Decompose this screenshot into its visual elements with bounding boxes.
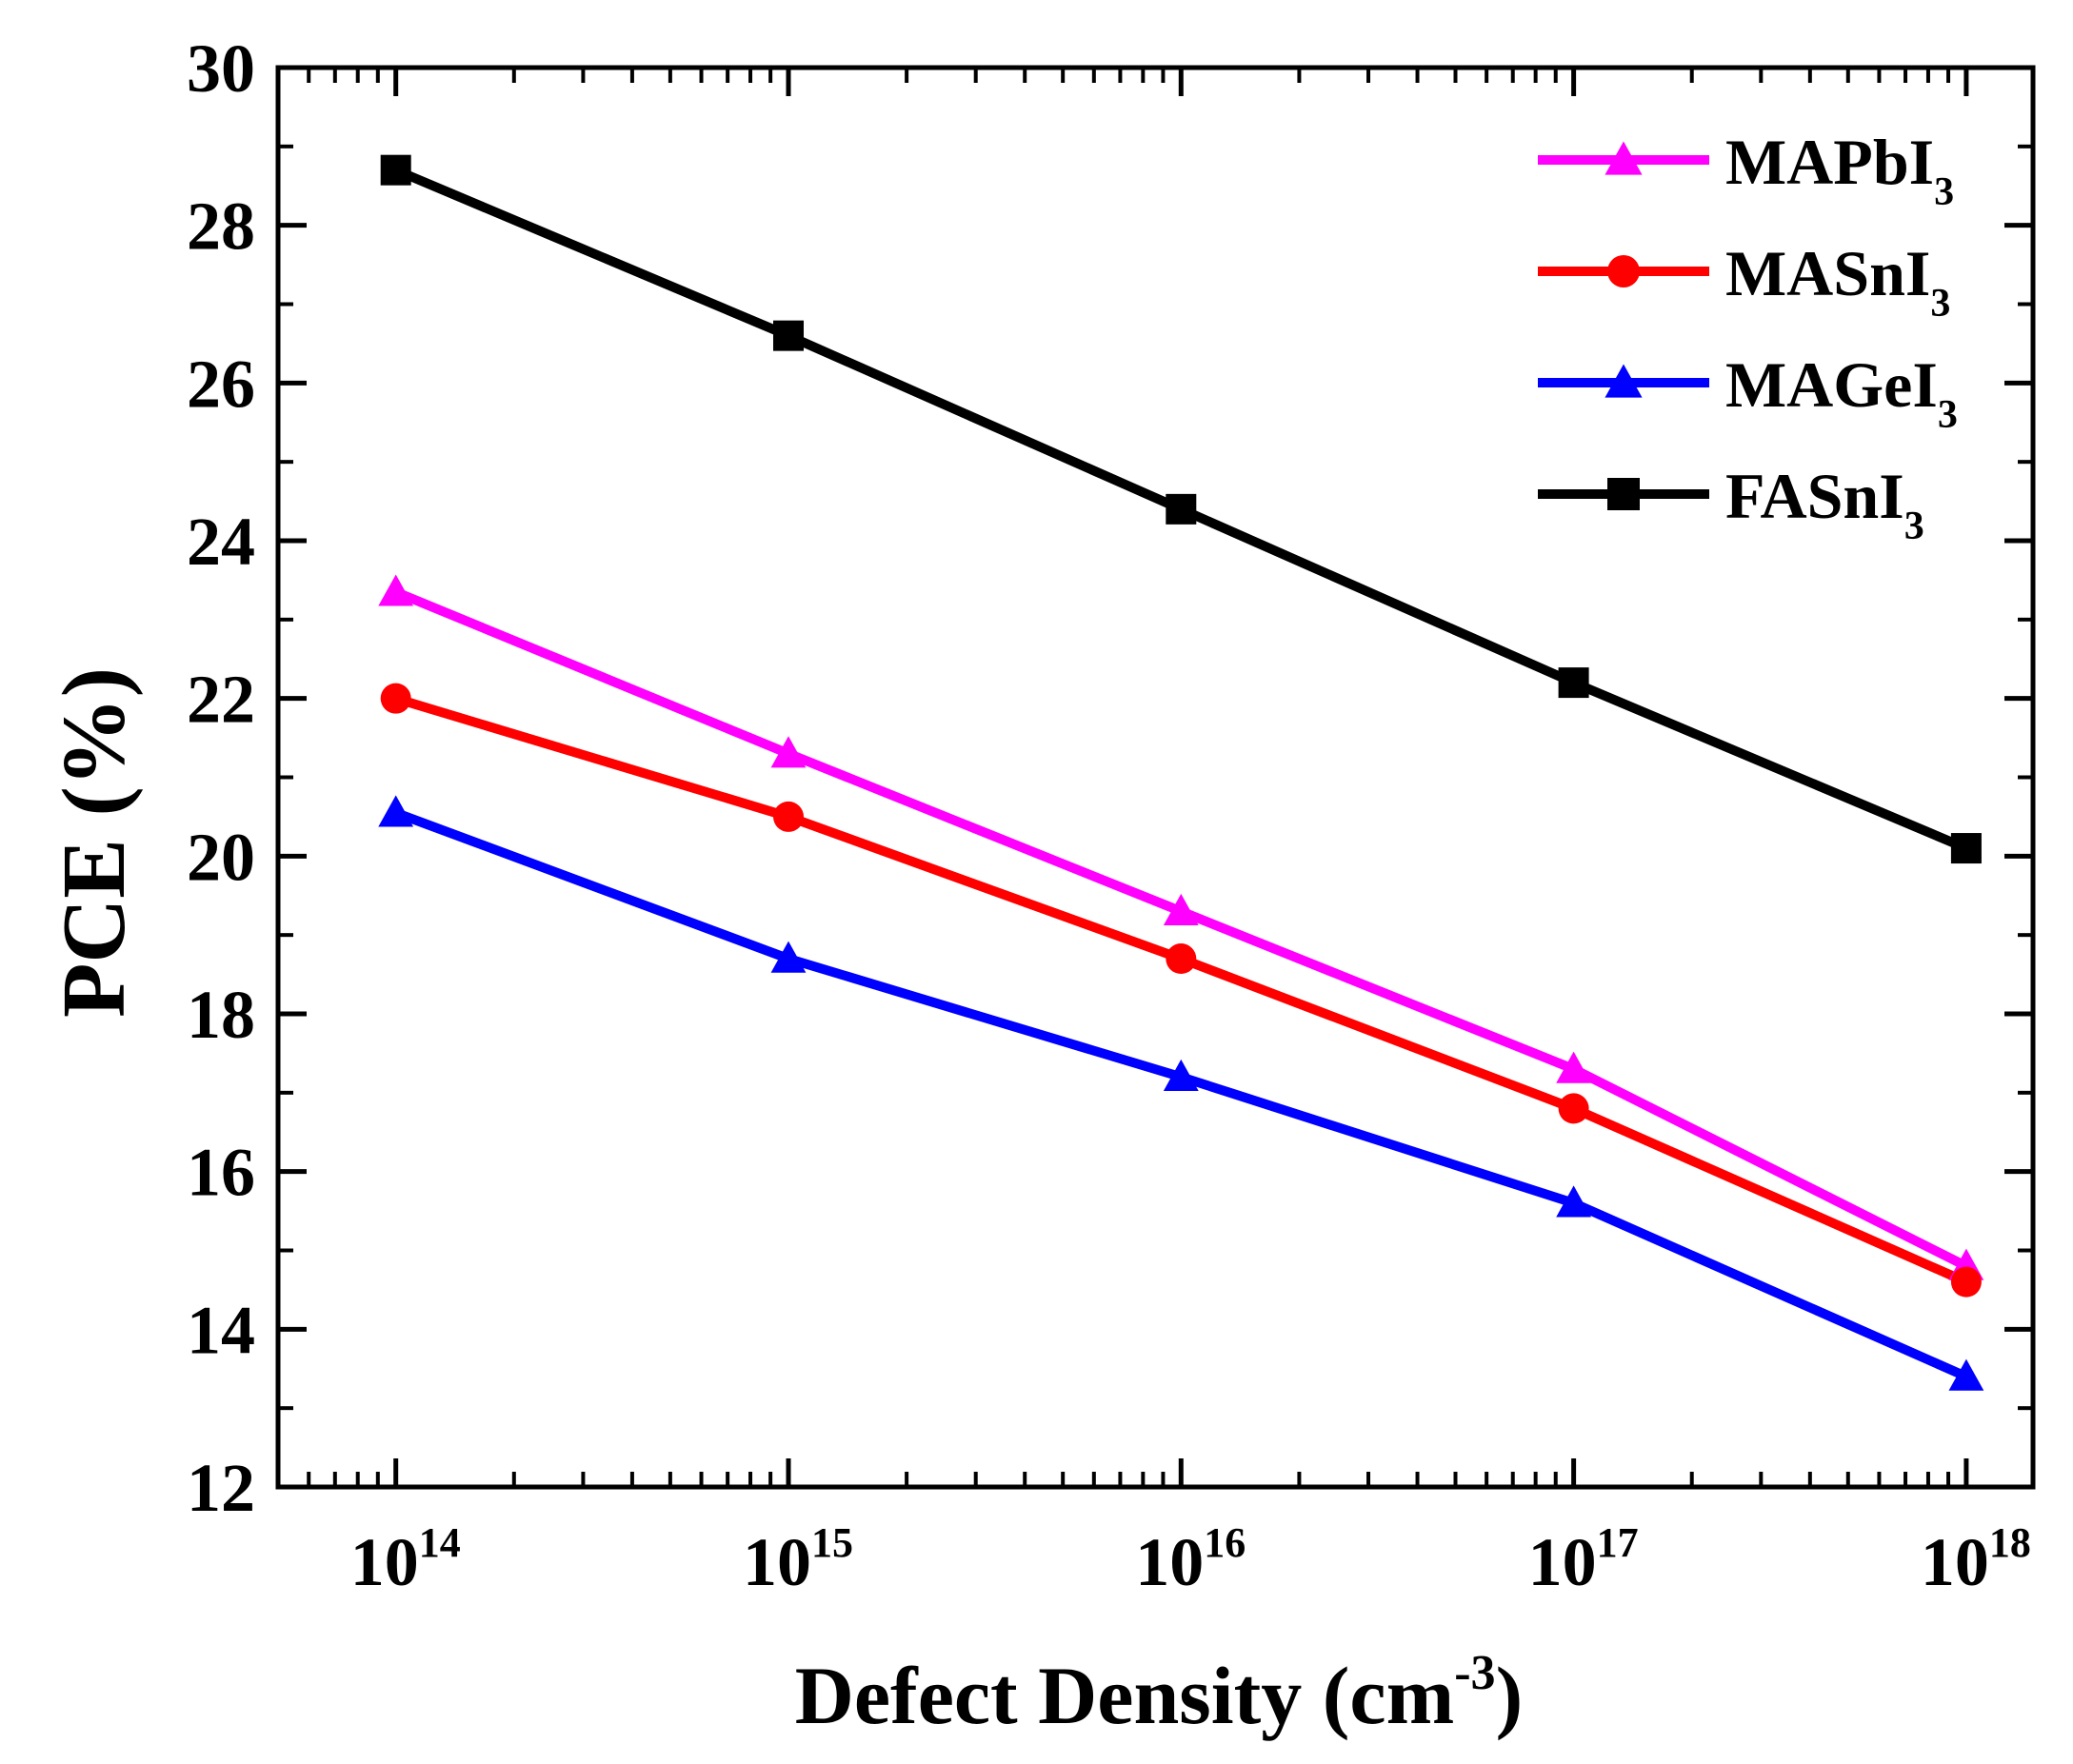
x-tick-base: 10	[1921, 1524, 1989, 1600]
x-axis-title-tail: )	[1496, 1650, 1524, 1741]
y-tick-label: 20	[187, 819, 255, 895]
series-point-3	[772, 320, 804, 351]
legend-label: FASnI3	[1725, 460, 1924, 548]
x-tick-exp: 15	[811, 1519, 853, 1566]
legend-label: MAPbI3	[1725, 126, 1954, 214]
x-tick-label: 1016	[1135, 1519, 1246, 1600]
legend-swatch-marker	[1607, 255, 1640, 287]
x-axis-title-main: Defect Density (cm	[795, 1650, 1454, 1741]
series-point-1	[1950, 1266, 1982, 1298]
series-point-1	[380, 683, 411, 714]
x-tick-base: 10	[350, 1524, 419, 1600]
series-point-3	[380, 154, 411, 186]
x-tick-exp: 14	[419, 1519, 461, 1566]
legend-label: MASnI3	[1725, 237, 1950, 326]
series-point-3	[1950, 833, 1982, 864]
series-point-1	[772, 801, 804, 832]
x-tick-label: 1015	[743, 1519, 853, 1600]
y-tick-label: 14	[187, 1292, 255, 1368]
x-axis-title: Defect Density (cm-3)	[795, 1646, 1523, 1741]
y-tick-label: 26	[187, 346, 255, 422]
legend-label-sub: 3	[1930, 282, 1950, 326]
series-point-2	[1556, 1185, 1592, 1218]
y-axis-title: PCE (%)	[45, 667, 144, 1018]
y-tick-label: 22	[187, 662, 255, 738]
x-tick-exp: 18	[1989, 1519, 2031, 1566]
series-point-2	[1948, 1358, 1984, 1391]
legend-label-name: MASnI	[1725, 237, 1930, 309]
series-point-3	[1558, 667, 1589, 699]
y-tick-label: 28	[187, 188, 255, 265]
series-line-1	[394, 693, 1968, 1287]
series-point-1	[1166, 943, 1197, 975]
y-tick-label: 16	[187, 1135, 255, 1211]
x-tick-label: 1018	[1921, 1519, 2031, 1600]
legend-label: MAGeI3	[1725, 348, 1958, 437]
y-tick-label: 30	[187, 30, 255, 107]
plot-frame	[275, 65, 2036, 1490]
x-axis-title-sup: -3	[1454, 1646, 1495, 1700]
series-point-0	[770, 736, 807, 768]
series-point-0	[378, 574, 414, 606]
x-tick-labels: 1014 1015 1016 1017 1018	[350, 1519, 2031, 1600]
legend-label-name: FASnI	[1725, 460, 1904, 532]
legend-swatch-marker	[1605, 364, 1643, 398]
series-point-3	[1166, 493, 1197, 525]
x-tick-exp: 16	[1204, 1519, 1246, 1566]
x-tick-base: 10	[1135, 1524, 1204, 1600]
y-tick-labels: 12 14 16 18 20 22 24 26 28 30	[187, 30, 255, 1526]
x-tick-exp: 17	[1597, 1519, 1639, 1566]
legend-label-sub: 3	[1934, 170, 1954, 214]
x-tick-base: 10	[1528, 1524, 1597, 1600]
y-tick-label: 12	[187, 1450, 255, 1526]
series-point-2	[378, 795, 414, 827]
series-line-0	[393, 587, 1969, 1271]
legend-label-sub: 3	[1938, 393, 1958, 437]
x-tick-label: 1014	[350, 1519, 461, 1600]
series-point-1	[1558, 1093, 1589, 1124]
series-point-0	[1163, 893, 1199, 926]
legend-swatch-marker	[1605, 141, 1643, 175]
x-tick-label: 1017	[1528, 1519, 1639, 1600]
series-point-2	[770, 941, 807, 973]
series-markers	[378, 154, 1984, 1391]
legend-swatch-marker	[1607, 478, 1640, 510]
y-tick-label: 18	[187, 977, 255, 1053]
series-point-2	[1163, 1059, 1199, 1091]
legend-label-name: MAPbI	[1725, 126, 1934, 198]
legend-label-name: MAGeI	[1725, 348, 1938, 421]
series-point-0	[1556, 1051, 1592, 1083]
legend-label-sub: 3	[1904, 505, 1924, 548]
x-tick-base: 10	[743, 1524, 811, 1600]
y-tick-label: 24	[187, 504, 255, 580]
